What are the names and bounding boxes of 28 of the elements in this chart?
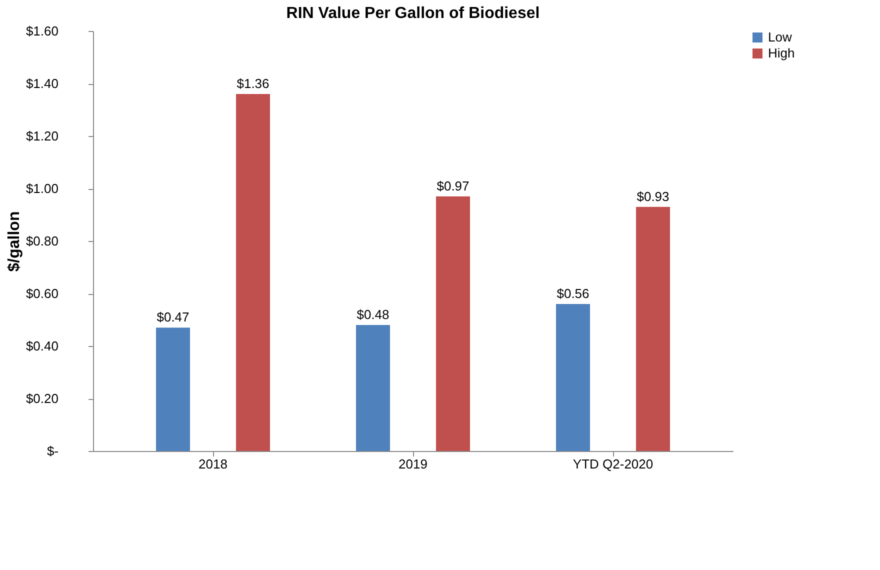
y-tick-label: $0.20: [26, 391, 58, 406]
y-axis-title: $/gallon: [6, 211, 23, 272]
y-tick-label: $0.60: [26, 286, 58, 301]
data-label: $0.56: [556, 286, 590, 301]
bar: [556, 304, 590, 451]
y-tick-label: $0.80: [26, 234, 58, 248]
x-tick-label: 2019: [398, 456, 428, 472]
bar: [236, 94, 270, 451]
data-label: $1.36: [236, 76, 270, 91]
bar: [636, 206, 670, 451]
data-label: $0.48: [356, 307, 390, 322]
y-tick-label: $1.40: [26, 76, 58, 91]
y-tick-label: $-: [46, 444, 58, 458]
y-tick-label: $1.20: [26, 128, 58, 144]
legend-label: Low: [768, 30, 792, 44]
legend-label: High: [768, 46, 795, 60]
y-tick-label: $1.60: [26, 24, 58, 38]
chart-title: RIN Value Per Gallon of Biodiesel: [286, 5, 540, 22]
bar: [436, 196, 470, 451]
y-tick-label: $0.40: [26, 338, 58, 354]
bar: [356, 325, 390, 451]
x-tick-label: YTD Q2-2020: [572, 456, 654, 472]
data-label: $0.47: [156, 310, 190, 325]
data-label: $0.93: [636, 188, 670, 204]
x-tick-label: 2018: [198, 456, 228, 472]
bar: [156, 328, 190, 451]
data-label: $0.97: [436, 178, 470, 194]
y-tick-label: $1.00: [26, 181, 58, 196]
